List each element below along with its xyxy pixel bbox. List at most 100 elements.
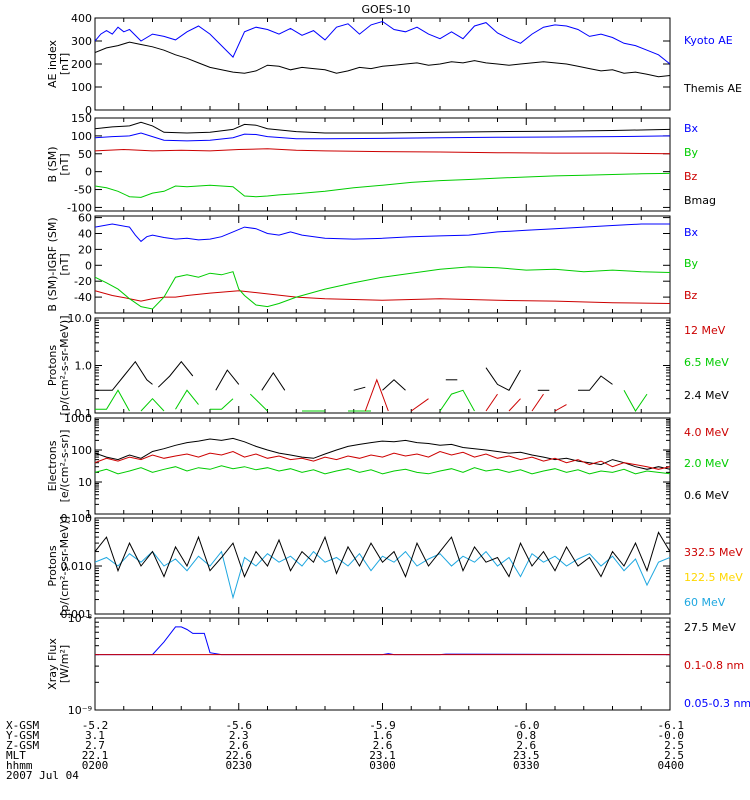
- footer-row-label: Z-GSM: [6, 739, 39, 752]
- y-axis-label: B (SM)[nT]: [46, 146, 71, 182]
- series-line-6-5-mev: [210, 398, 234, 410]
- footer-value-x_gsm: -5.2: [82, 719, 109, 732]
- footer-value-x_gsm: -6.0: [513, 719, 540, 732]
- series-line-12-mev: [554, 404, 567, 412]
- series-line-12-mev: [485, 393, 498, 412]
- series-line-12-mev: [508, 398, 521, 412]
- legend-2-4-mev: 2.4 MeV: [684, 389, 729, 402]
- legend-bz: Bz: [684, 289, 698, 302]
- footer-value-y_gsm: -0.0: [658, 729, 685, 742]
- panel-1: 0 100 200 300 400 AE index[nT] Kyoto AE Themis …: [46, 12, 742, 117]
- series-line-bz: [95, 290, 670, 304]
- footer-value-z_gsm: 2.6: [516, 739, 536, 752]
- plot-frame: [94, 417, 671, 515]
- y-tick-label: 0.100: [61, 512, 93, 525]
- legend-27-5-mev: 27.5 MeV: [684, 621, 736, 634]
- y-axis-label: Electrons[e/(cm²-s-sr)]: [46, 430, 71, 503]
- legend-2-0-mev: 2.0 MeV: [684, 457, 729, 470]
- y-tick-label: 60: [78, 212, 92, 225]
- series-group: [95, 223, 670, 310]
- legend-bx: Bx: [684, 122, 699, 135]
- series-line-4-0-mev: [95, 450, 670, 470]
- legend-12-mev: 12 MeV: [684, 324, 726, 337]
- footer-value-z_gsm: 2.7: [85, 739, 105, 752]
- series-line-6-5-mev: [249, 393, 268, 412]
- footer-row-label: X-GSM: [6, 719, 39, 732]
- series-group: [95, 20, 670, 78]
- footer-value-x_gsm: -6.1: [658, 719, 685, 732]
- y-tick-label: 10⁻⁹: [68, 704, 92, 717]
- panel-6: 0.0010.0100.100Protons[p/(cm²-s-sr-MeV)]…: [46, 512, 743, 634]
- footer-value-hhmm: 0400: [658, 759, 685, 772]
- legend-themis-ae: Themis AE: [683, 82, 742, 95]
- legend-bx: Bx: [684, 226, 699, 239]
- footer-value-z_gsm: 2.5: [664, 739, 684, 752]
- series-group: [95, 626, 670, 656]
- legend-122-5-mev: 122.5 MeV: [684, 571, 743, 584]
- series-line-by: [95, 266, 670, 310]
- series-line-by: [95, 172, 670, 198]
- y-tick-label: 0.1: [75, 407, 93, 420]
- y-axis-label-line: [p/(cm²-s-sr-MeV)]: [58, 516, 71, 616]
- y-tick-label: 20: [78, 243, 92, 256]
- y-tick-label: 1: [85, 508, 92, 521]
- series-line-2-4-mev: [157, 360, 194, 388]
- panel-3: -40 -20 0 20 40 60 B (SM)-IGRF (SM)[nT] Bx By Bz: [46, 212, 699, 314]
- footer-value-y_gsm: 3.1: [85, 729, 105, 742]
- series-line-2-0-mev: [95, 465, 670, 475]
- footer-value-mlt: 2.5: [664, 749, 684, 762]
- series-group: [95, 437, 670, 475]
- legend-0-6-mev: 0.6 MeV: [684, 489, 729, 502]
- series-line-2-4-mev: [215, 369, 240, 391]
- y-axis-label-line: Electrons: [46, 440, 59, 491]
- y-tick-label: -50: [74, 184, 92, 197]
- y-tick-label: 0.010: [61, 560, 93, 573]
- y-tick-label: 400: [71, 12, 92, 25]
- y-tick-label: 50: [78, 148, 92, 161]
- legend-332-5-mev: 332.5 MeV: [684, 546, 743, 559]
- y-axis-label-line: Protons: [46, 545, 59, 586]
- y-tick-label: 200: [71, 58, 92, 71]
- series-line-bmag: [95, 121, 670, 134]
- legend-6-5-mev: 6.5 MeV: [684, 356, 729, 369]
- plot-frame: [94, 617, 671, 711]
- series-line-12-mev: [411, 398, 429, 412]
- y-axis-label: Protons[p/(cm²-s-sr-MeV)]: [46, 516, 71, 616]
- footer-value-y_gsm: 0.8: [516, 729, 536, 742]
- legend-bmag: Bmag: [684, 194, 716, 207]
- y-tick-label: -40: [74, 291, 92, 304]
- footer-value-y_gsm: 2.3: [229, 729, 249, 742]
- footer-value-hhmm: 0200: [82, 759, 109, 772]
- series-line-kyoto-ae: [95, 20, 670, 65]
- y-tick-label: 0: [85, 104, 92, 117]
- y-tick-label: -100: [67, 201, 92, 214]
- series-line-6-5-mev: [95, 389, 130, 412]
- panel-2: -100 -50 0 50 100 150 B (SM)[nT] Bx By Bz Bmag: [46, 112, 716, 214]
- footer-value-mlt: 22.1: [82, 749, 109, 762]
- series-group: [95, 531, 670, 600]
- y-tick-label: 1.0: [75, 360, 93, 373]
- y-tick-label: 10⁻⁸: [68, 612, 93, 625]
- series-line-bz: [95, 148, 670, 155]
- plot-frame: [94, 117, 671, 212]
- y-axis-label-line: [p/(cm²-s-sr-MeV)]: [58, 316, 71, 416]
- series-line-12-mev: [364, 378, 389, 412]
- legend-by: By: [684, 146, 699, 159]
- series-line-6-5-mev: [140, 397, 165, 412]
- y-tick-label: 100: [71, 81, 92, 94]
- y-axis-label: Protons[p/(cm²-s-sr-MeV)]: [46, 316, 71, 416]
- series-line-2-4-mev: [95, 360, 153, 391]
- y-tick-label: 0.001: [61, 608, 93, 621]
- y-axis-label-line: [nT]: [58, 253, 71, 275]
- legend-0-05-0-3-nm: 0.05-0.3 nm: [684, 697, 750, 710]
- series-line-2-4-mev: [578, 375, 613, 391]
- series-line-2-4-mev: [382, 379, 406, 391]
- footer-value-mlt: 23.1: [369, 749, 396, 762]
- footer-value-y_gsm: 1.6: [373, 729, 393, 742]
- footer-value-hhmm: 0330: [513, 759, 540, 772]
- series-line-themis-ae: [95, 41, 670, 78]
- series-line-bx: [95, 132, 670, 142]
- y-tick-label: 10: [78, 476, 92, 489]
